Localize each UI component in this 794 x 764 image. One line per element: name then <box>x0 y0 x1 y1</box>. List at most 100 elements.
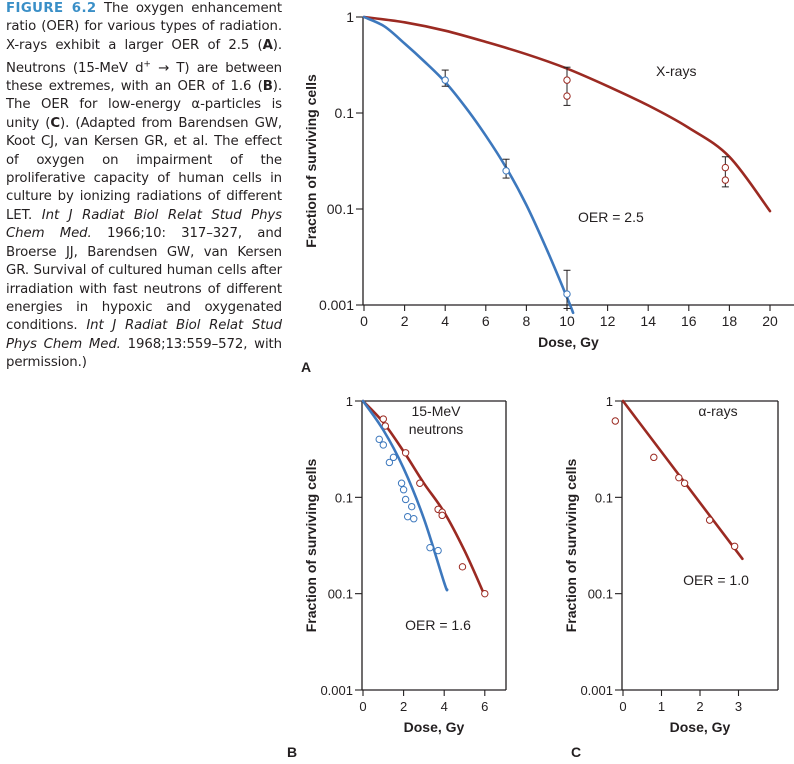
x-tick-label: 10 <box>559 313 575 329</box>
y-tick-label: 0.001 <box>580 683 613 698</box>
x-tick-label: 16 <box>681 313 697 329</box>
y-tick-label: 00.1 <box>327 201 354 217</box>
chart-panel-c: 1 0.1 00.1 0.001 0 1 2 3 Dose, Gy Fraction of sur… <box>563 394 779 760</box>
data-point-red <box>563 92 571 100</box>
y-tick-label: 1 <box>346 394 353 409</box>
data-point-blue <box>389 453 398 462</box>
x-tick-label: 0 <box>360 313 368 329</box>
data-point-blue <box>379 441 387 449</box>
data-point-blue <box>403 512 412 521</box>
caption-part: B <box>262 79 273 95</box>
x-tick-label: 20 <box>762 313 778 329</box>
caption-part: Int J Radiat Biol Relat Stud Phys Chem M… <box>6 318 282 352</box>
data-point-red <box>650 453 658 462</box>
figure-caption: FIGURE 6.2 The oxygen enhancement ratio … <box>6 0 282 373</box>
panel-letter: A <box>301 359 311 375</box>
x-tick-label: 2 <box>696 699 703 714</box>
chart-annotation: 15-MeV <box>411 403 461 419</box>
x-axis-label: Dose, Gy <box>670 719 731 735</box>
data-point-blue <box>563 290 571 298</box>
y-axis-label: Fraction of surviving cells <box>303 74 319 248</box>
caption-part: The oxygen enhancement ratio (OER) for v… <box>6 1 282 53</box>
data-point-blue <box>408 502 416 511</box>
x-tick-label: 6 <box>482 313 490 329</box>
x-tick-label: 4 <box>441 313 449 329</box>
chart-annotation: OER = 1.6 <box>405 617 471 633</box>
chart-annotation: OER = 1.0 <box>683 572 749 588</box>
data-point-red <box>721 163 730 172</box>
series-line-blue <box>361 399 449 592</box>
caption-part: → T) are between these extremes, with an… <box>6 60 282 95</box>
x-axis-label: Dose, Gy <box>404 719 465 735</box>
data-point-red <box>675 473 683 482</box>
data-point-red <box>563 76 571 84</box>
y-tick-label: 0.1 <box>335 105 355 121</box>
figure-label: FIGURE 6.2 <box>6 1 97 16</box>
data-point-blue <box>399 486 408 494</box>
data-point-blue <box>441 76 449 84</box>
panel-letter: B <box>287 744 297 760</box>
y-axis-label: Fraction of surviving cells <box>563 459 579 633</box>
series-line-red <box>621 399 744 561</box>
panel-letter: C <box>571 744 581 760</box>
x-tick-label: 12 <box>600 313 616 329</box>
data-point-blue <box>375 435 383 444</box>
data-point-blue <box>502 167 510 175</box>
chart-annotation: α-rays <box>698 403 737 419</box>
chart-annotation: OER = 2.5 <box>578 209 644 225</box>
x-tick-label: 6 <box>481 699 488 714</box>
data-point-red <box>611 417 619 425</box>
chart-annotation: X-rays <box>656 63 696 79</box>
x-tick-label: 18 <box>722 313 738 329</box>
y-tick-label: 1 <box>606 394 613 409</box>
x-tick-label: 14 <box>640 313 656 329</box>
data-point-red <box>680 479 689 487</box>
caption-part: A <box>262 37 273 53</box>
series-line-red <box>362 15 772 213</box>
data-point-red <box>379 415 387 423</box>
data-point-blue <box>397 479 406 487</box>
data-point-red <box>438 511 446 520</box>
y-tick-label: 1 <box>346 9 354 25</box>
x-axis-label: Dose, Gy <box>538 334 599 350</box>
series-line-blue <box>362 15 575 315</box>
data-point-red <box>401 449 410 457</box>
x-tick-label: 4 <box>441 699 448 714</box>
caption-part: ). The OER for low-energy α-particles is… <box>6 79 282 131</box>
x-tick-label: 0 <box>619 699 626 714</box>
caption-part: Int J Radiat Biol Relat Stud Phys Chem M… <box>6 207 282 242</box>
data-point-red <box>416 479 424 487</box>
y-tick-label: 0.1 <box>595 490 613 505</box>
chart-annotation: neutrons <box>409 421 463 437</box>
data-point-blue <box>426 544 434 552</box>
data-point-red <box>458 563 467 571</box>
x-tick-label: 2 <box>400 699 407 714</box>
y-tick-label: 0.1 <box>335 490 353 505</box>
y-tick-label: 0.001 <box>320 683 353 698</box>
x-tick-label: 0 <box>359 699 366 714</box>
x-tick-label: 3 <box>735 699 742 714</box>
caption-part: 1968;13:559–572, with permission.) <box>6 336 282 371</box>
data-point-red <box>705 516 714 524</box>
chart-panel-a: 1 0.1 00.1 0.001 0 2 4 6 8 10 12 14 16 18 20 Dose, Gy Fr… <box>301 9 794 375</box>
caption-part: + <box>143 59 151 70</box>
data-point-blue <box>401 495 410 504</box>
caption-text: The oxygen enhancement ratio (OER) for v… <box>6 1 282 370</box>
data-point-blue <box>385 458 394 467</box>
data-point-red <box>721 176 730 184</box>
data-point-red <box>481 589 489 598</box>
caption-part: 1966;10: 317–327, and Broerse JJ, Barend… <box>6 226 282 334</box>
caption-part: ). Neutrons (15-MeV d <box>6 37 282 76</box>
x-tick-label: 2 <box>401 313 409 329</box>
x-tick-label: 8 <box>523 313 531 329</box>
y-axis-label: Fraction of surviving cells <box>303 459 319 633</box>
y-tick-label: 00.1 <box>588 587 613 602</box>
data-point-blue <box>434 546 442 555</box>
y-tick-label: 0.001 <box>319 297 354 313</box>
caption-part: C <box>50 115 61 131</box>
data-point-red <box>730 542 739 551</box>
data-point-blue <box>410 515 418 523</box>
y-tick-label: 00.1 <box>328 587 353 602</box>
chart-panel-b: 1 0.1 00.1 0.001 0 2 4 6 Dose, Gy Fraction of sur… <box>287 394 507 760</box>
